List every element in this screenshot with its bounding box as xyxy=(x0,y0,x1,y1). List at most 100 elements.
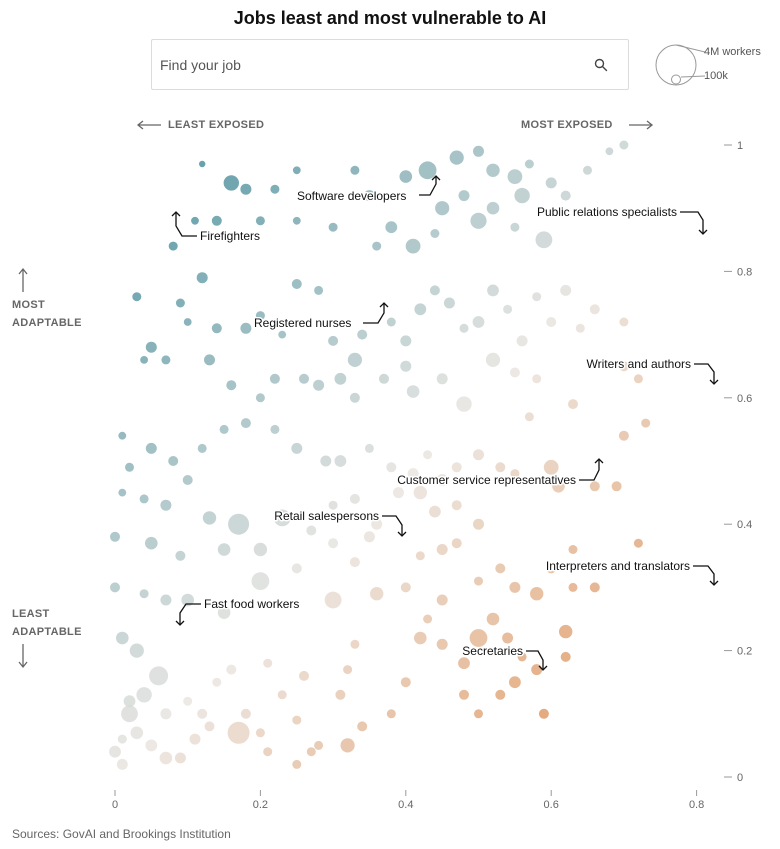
occupation-point xyxy=(618,361,629,372)
occupation-point xyxy=(226,380,237,391)
occupation-point xyxy=(313,379,325,391)
occupation-point xyxy=(240,322,252,334)
y-tick-label: 0 xyxy=(737,772,743,784)
arrow-right-icon xyxy=(629,120,654,130)
occupation-point xyxy=(469,629,488,647)
annotation-label: Software developers xyxy=(297,189,406,203)
occupation-point xyxy=(532,374,542,384)
occupation-point xyxy=(270,184,280,194)
occupation-point xyxy=(253,542,268,557)
occupation-point xyxy=(240,183,252,195)
search-icon[interactable] xyxy=(594,58,608,72)
occupation-point xyxy=(510,469,520,479)
occupation-point xyxy=(270,424,280,434)
occupation-point xyxy=(575,323,585,333)
occupation-point xyxy=(349,557,360,568)
occupation-point xyxy=(324,591,342,609)
occupation-point xyxy=(486,163,500,177)
y-tick-label: 1 xyxy=(737,140,743,152)
y-tick-label: 0.4 xyxy=(737,519,752,531)
least-adaptable-label-2: ADAPTABLE xyxy=(12,626,82,638)
x-tick-label: 0.8 xyxy=(689,799,704,811)
occupation-point xyxy=(524,412,534,422)
occupation-point xyxy=(140,356,149,364)
occupation-point xyxy=(507,169,523,185)
occupation-point xyxy=(292,166,301,175)
occupation-point xyxy=(183,318,192,326)
occupation-point xyxy=(568,399,578,410)
occupation-point xyxy=(161,355,171,365)
occupation-point xyxy=(273,509,291,527)
occupation-point xyxy=(415,551,425,561)
occupation-point xyxy=(117,734,127,744)
occupation-point xyxy=(502,632,514,644)
occupation-point xyxy=(204,354,215,366)
occupation-point xyxy=(459,689,469,700)
occupation-point xyxy=(347,352,362,367)
occupation-point xyxy=(227,721,250,744)
annotation-label: Writers and authors xyxy=(587,357,692,371)
occupation-point xyxy=(159,751,173,765)
occupation-point xyxy=(451,462,462,473)
occupation-point xyxy=(560,651,571,662)
occupation-point xyxy=(363,190,375,202)
most-exposed-label: MOST EXPOSED xyxy=(521,119,613,131)
occupation-point xyxy=(510,222,520,232)
occupation-point xyxy=(633,374,643,384)
annotation-arrowhead xyxy=(175,620,185,626)
least-exposed-label: LEAST EXPOSED xyxy=(168,119,265,131)
occupation-point xyxy=(123,695,136,708)
source-note: Sources: GovAI and Brookings Institution xyxy=(12,827,231,841)
occupation-point xyxy=(386,317,396,327)
occupation-point xyxy=(263,747,273,757)
occupation-point xyxy=(255,728,265,738)
occupation-point xyxy=(211,323,222,334)
occupation-point xyxy=(196,272,208,284)
occupation-point xyxy=(423,450,433,460)
occupation-point xyxy=(110,531,120,542)
occupation-point xyxy=(436,638,448,650)
occupation-point xyxy=(328,500,338,510)
occupation-point xyxy=(619,140,629,150)
occupation-point xyxy=(400,335,412,347)
occupation-point xyxy=(583,165,592,175)
occupation-point xyxy=(320,455,332,467)
occupation-point xyxy=(197,443,207,453)
search-box[interactable] xyxy=(151,39,629,90)
occupation-point xyxy=(531,664,543,676)
annotation-label-halo: Software developers xyxy=(297,189,406,203)
occupation-point xyxy=(546,317,557,327)
occupation-point xyxy=(370,587,384,601)
least-adaptable-label-1: LEAST xyxy=(12,608,50,620)
occupation-point xyxy=(458,657,470,670)
annotation-label-halo: Interpreters and translators xyxy=(546,559,690,573)
occupation-point xyxy=(219,424,229,434)
occupation-point xyxy=(633,538,643,548)
occupation-point xyxy=(116,631,129,645)
occupation-point xyxy=(472,316,485,328)
search-input[interactable] xyxy=(152,40,582,89)
occupation-point xyxy=(443,297,455,309)
occupation-point xyxy=(175,550,186,561)
occupation-point xyxy=(436,594,448,606)
occupation-point xyxy=(399,170,413,183)
size-legend-small-label: 100k xyxy=(704,70,728,82)
occupation-point xyxy=(641,418,651,428)
occupation-point xyxy=(263,658,273,668)
occupation-point xyxy=(423,614,433,624)
occupation-point xyxy=(545,177,557,189)
occupation-point xyxy=(116,758,128,770)
occupation-point xyxy=(228,513,250,535)
occupation-point xyxy=(503,304,513,314)
occupation-point xyxy=(240,418,251,429)
occupation-point xyxy=(350,639,360,649)
annotation-label-halo: Retail salespersons xyxy=(274,509,379,523)
annotation-leader xyxy=(694,363,715,384)
occupation-point xyxy=(181,593,194,607)
occupation-point xyxy=(538,708,549,719)
occupation-point xyxy=(474,709,483,719)
